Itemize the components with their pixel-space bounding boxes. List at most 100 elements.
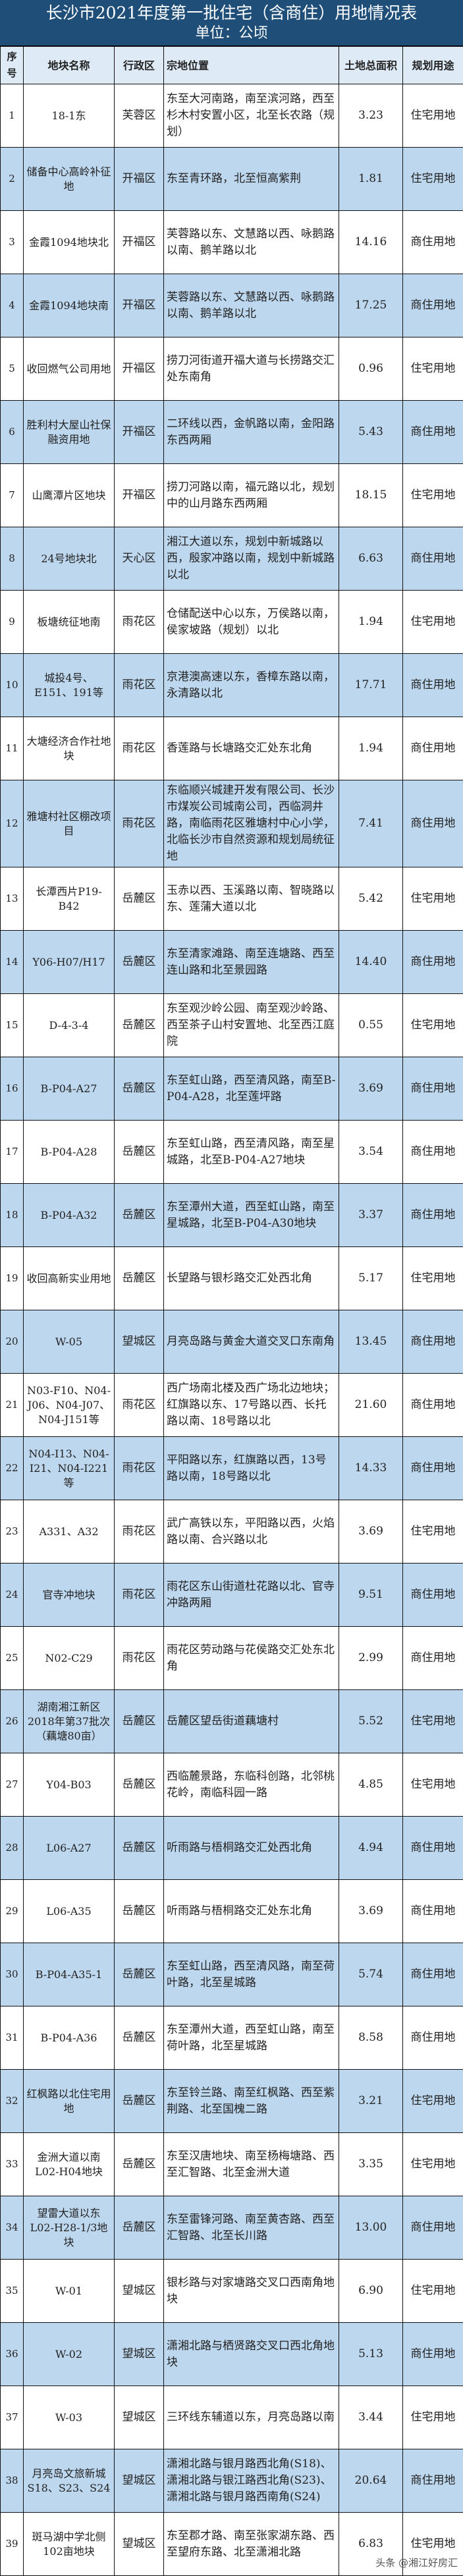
cell-location: 东临顺兴城建开发有限公司、长沙市煤炭公司城南公司，西临洞井路，南临雨花区雅塘村中… [164,780,339,867]
cell-district: 岳麓区 [115,1247,164,1310]
cell-location: 武广高铁以东，平阳路以西，火焰路以南、合兴路以北 [164,1500,339,1564]
cell-area: 6.90 [339,2260,403,2323]
source-credit: 头条 @湘江好房汇 [375,2556,458,2569]
cell-area: 1.94 [339,591,403,654]
cell-location: 岳麓区望岳街道藕塘村 [164,1690,339,1753]
cell-use: 商住用地 [403,931,463,994]
cell-area: 0.55 [339,994,403,1057]
cell-no: 35 [1,2260,24,2323]
header-area: 土地总面积 [339,47,403,84]
cell-no: 10 [1,654,24,717]
cell-name: D-4-3-4 [24,994,115,1057]
header-district: 行政区 [115,47,164,84]
cell-name: Y06-H07/H17 [24,931,115,994]
cell-no: 29 [1,1880,24,1943]
cell-district: 岳麓区 [115,1880,164,1943]
cell-use: 住宅用地 [403,464,463,527]
cell-location: 二环线以西，金帆路以南，金阳路东西两厢 [164,401,339,464]
cell-district: 开福区 [115,337,164,401]
cell-use: 商住用地 [403,2006,463,2070]
cell-district: 岳麓区 [115,2070,164,2133]
cell-area: 7.41 [339,780,403,867]
cell-location: 捞刀河路以南，福元路以北，规划中的山月路东西两厢 [164,464,339,527]
cell-use: 商住用地 [403,1437,463,1500]
cell-area: 20.64 [339,2449,403,2513]
cell-location: 潇湘北路与银月路西北角(S18)、潇湘北路与银江路西北角(S23)、潇湘北路与银… [164,2449,339,2513]
cell-district: 芙蓉区 [115,84,164,148]
cell-location: 捞刀河街道开福大道与长捞路交汇处东南角 [164,337,339,401]
cell-name: 湖南湘江新区2018年第37批次（藕塘80亩） [24,1690,115,1753]
table-header-row: 序号 地块名称 行政区 宗地位置 土地总面积 规划用途 [1,47,463,84]
cell-location: 东至潭州大道，西至虹山路，南至星城路，北至B-P04-A30地块 [164,1184,339,1247]
cell-area: 0.96 [339,337,403,401]
cell-area: 6.63 [339,527,403,591]
cell-district: 岳麓区 [115,1690,164,1753]
cell-use: 商住用地 [403,274,463,337]
cell-use: 商住用地 [403,1627,463,1690]
cell-no: 8 [1,527,24,591]
cell-name: L06-A35 [24,1880,115,1943]
table-title: 长沙市2021年度第一批住宅（含商住）用地情况表 [0,3,463,24]
cell-name: 长潭西片P19-B42 [24,867,115,931]
cell-use: 住宅用地 [403,2070,463,2133]
cell-use: 商住用地 [403,717,463,780]
cell-district: 岳麓区 [115,1057,164,1121]
cell-area: 4.85 [339,1753,403,1817]
cell-no: 23 [1,1500,24,1564]
cell-district: 望城区 [115,2386,164,2449]
header-use: 规划用途 [403,47,463,84]
cell-no: 31 [1,2006,24,2070]
cell-use: 商住用地 [403,1943,463,2006]
table-title-block: 长沙市2021年度第一批住宅（含商住）用地情况表 单位：公顷 [0,0,463,46]
cell-use: 商住用地 [403,780,463,867]
cell-area: 5.43 [339,401,403,464]
cell-district: 岳麓区 [115,994,164,1057]
cell-name: A331、A32 [24,1500,115,1564]
cell-use: 住宅用地 [403,1500,463,1564]
cell-location: 西临麓景路，东临科创路，北邻桃花岭，南临科园一路 [164,1753,339,1817]
cell-no: 20 [1,1310,24,1374]
cell-use: 住宅用地 [403,148,463,211]
cell-location: 雨花区东山街道杜花路以北、官寺冲路两厢 [164,1564,339,1627]
cell-location: 东至汉唐地块、南至杨梅塘路、西至汇智路、北至金洲大道 [164,2133,339,2196]
cell-area: 18.15 [339,464,403,527]
cell-name: W-02 [24,2323,115,2386]
cell-area: 5.42 [339,867,403,931]
cell-district: 望城区 [115,1310,164,1374]
cell-name: 储备中心高岭补征地 [24,148,115,211]
cell-district: 开福区 [115,211,164,274]
cell-name: 24号地块北 [24,527,115,591]
cell-area: 9.51 [339,1564,403,1627]
cell-district: 岳麓区 [115,1943,164,2006]
cell-area: 13.00 [339,2196,403,2260]
cell-location: 长望路与银杉路交汇处西北角 [164,1247,339,1310]
cell-district: 雨花区 [115,1627,164,1690]
cell-location: 东至虹山路，西至清风路，南至B-P04-A28，北至莲坪路 [164,1057,339,1121]
cell-area: 17.71 [339,654,403,717]
cell-name: 斑马湖中学北侧102亩地块 [24,2513,115,2576]
cell-area: 14.16 [339,211,403,274]
cell-location: 东至观沙岭公园、南至观沙岭路、西至茶子山村安置地、北至西江庭院 [164,994,339,1057]
cell-use: 商住用地 [403,1880,463,1943]
cell-no: 14 [1,931,24,994]
cell-name: Y04-B03 [24,1753,115,1817]
cell-no: 3 [1,211,24,274]
cell-use: 住宅用地 [403,337,463,401]
cell-location: 银杉路与对家塘路交叉口西南角地块 [164,2260,339,2323]
cell-area: 1.94 [339,717,403,780]
